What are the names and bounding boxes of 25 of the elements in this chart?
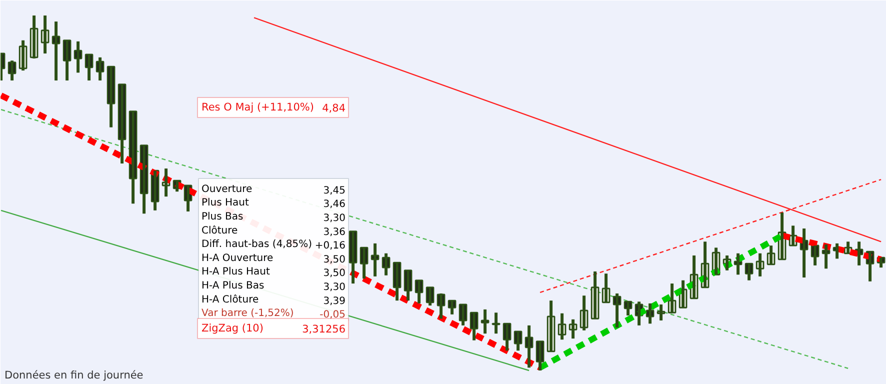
annotation: 3,31256 bbox=[302, 324, 346, 336]
annotation: Var barre (-1,52%) bbox=[202, 308, 294, 320]
annotation: H-A Plus Bas bbox=[202, 280, 264, 292]
annotation: Plus Haut bbox=[202, 198, 250, 209]
annotation: Diff. haut-bas (4,85%) bbox=[202, 239, 312, 250]
annotation: 3,50 bbox=[323, 254, 346, 266]
annotation: 3,46 bbox=[323, 199, 346, 210]
annotation: -0,05 bbox=[320, 310, 346, 321]
annotation: Ouverture bbox=[202, 184, 252, 195]
annotation: 4,84 bbox=[322, 102, 346, 114]
annotation: H-A Ouverture bbox=[202, 252, 274, 264]
annotation: 3,30 bbox=[323, 282, 346, 293]
annotation: 3,30 bbox=[323, 213, 346, 224]
annotation: ZigZag (10) bbox=[202, 322, 264, 334]
annotation: Clôture bbox=[202, 225, 238, 236]
annotation: Plus Bas bbox=[202, 212, 244, 222]
annotation: H-A Plus Haut bbox=[202, 266, 270, 278]
annotation: 3,39 bbox=[323, 296, 346, 307]
annotation: Res O Maj (+11,10%) bbox=[202, 102, 314, 114]
annotation: 3,45 bbox=[323, 185, 346, 196]
annotation: +0,16 bbox=[314, 240, 346, 252]
annotation: H-A Clôture bbox=[202, 294, 259, 306]
annotation: Données en fin de journée bbox=[4, 370, 144, 382]
annotation: 3,36 bbox=[323, 226, 346, 238]
annotation: 3,50 bbox=[323, 268, 346, 280]
